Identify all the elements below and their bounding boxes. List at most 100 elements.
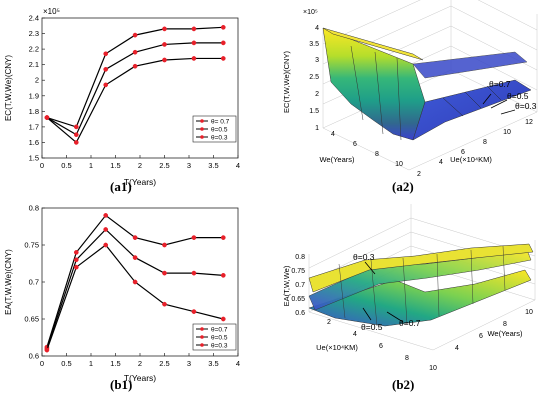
a1-data-point	[103, 66, 109, 72]
a1-series-line-0	[46, 26, 224, 128]
a1-data-point	[73, 124, 79, 130]
a2-y-tick-label: 2	[417, 171, 421, 178]
a1-legend-marker	[200, 127, 204, 131]
a1-exponent-label: ×10⁵	[43, 7, 60, 16]
a1-legend-label: θ= 0.7	[211, 118, 230, 125]
a2-z-tick-label: 4	[315, 25, 319, 32]
b1-legend-marker	[200, 327, 204, 331]
b2-y-tick-label: 6	[479, 333, 483, 340]
a2-annotations	[482, 93, 516, 115]
b2-x-tick-label: 4	[353, 331, 357, 338]
a2-x-tick-label: 10	[395, 161, 403, 168]
a1-y-axis-label: EC(T,W,We)(CNY)	[4, 55, 13, 121]
a1-data-point	[220, 24, 226, 30]
b1-data-point	[73, 264, 79, 270]
b1-x-tick-label: 0.5	[61, 359, 71, 368]
a1-data-point	[73, 140, 79, 145]
b2-annotation-theta-07: θ=0.7	[399, 318, 421, 328]
b1-y-tick-label: 0.6	[29, 352, 39, 361]
b1-x-tick-label: 2.5	[159, 359, 169, 368]
a1-x-tick-label: 0.5	[61, 161, 71, 170]
b2-y-tick-label: 8	[503, 321, 507, 328]
b1-data-point	[220, 272, 226, 278]
b1-x-axis-label: T(Years)	[124, 373, 156, 383]
a1-y-tick-label: 1.7	[29, 122, 39, 131]
a2-exponent-label: ×10⁵	[303, 9, 318, 16]
b1-data-point	[191, 309, 197, 314]
chart-a2: 1 1.5 2 2.5 3 3.5 4 4 6 8 10 2 4 6 8 10 12 ×10⁵ EC(T,W,W…	[282, 0, 538, 178]
b1-data-point	[103, 227, 109, 232]
b1-y-tick-label: 0.8	[29, 204, 39, 213]
a1-x-axis-label: T(Years)	[124, 177, 156, 187]
a1-data-point	[191, 26, 197, 32]
b1-data-point	[132, 279, 138, 285]
a2-surface	[322, 27, 532, 141]
b1-legend-label: θ=0.5	[211, 334, 228, 341]
b1-x-tick-label: 3	[187, 359, 191, 368]
a1-data-point	[162, 42, 167, 47]
b1-legend-marker	[200, 343, 204, 347]
a1-data-point	[191, 40, 197, 46]
a1-data-point	[44, 115, 50, 120]
a1-data-point	[220, 40, 226, 46]
b2-z-tick-label: 0.65	[291, 296, 305, 303]
a2-y-tick-label: 6	[461, 149, 465, 156]
b1-legend-marker	[200, 335, 204, 339]
a1-data-point	[132, 32, 138, 38]
b1-x-tick-label: 4	[236, 359, 240, 368]
a1-data-point	[162, 26, 167, 32]
a2-y-tick-label: 4	[439, 159, 443, 166]
a2-x-tick-label: 6	[353, 141, 357, 148]
a1-x-tick-label: 0	[40, 161, 44, 170]
a1-y-tick-label: 2.3	[29, 29, 39, 38]
b1-data-point	[73, 257, 79, 263]
a1-y-tick-label: 2.2	[29, 45, 39, 54]
b1-legend-label: θ=0.7	[211, 326, 228, 333]
a2-z-tick-label: 1	[315, 125, 319, 132]
b1-x-tick-label: 1	[89, 359, 93, 368]
b2-annotation-theta-05: θ=0.5	[361, 322, 383, 332]
b1-data-point	[132, 235, 138, 240]
a2-y-tick-label: 10	[503, 129, 511, 136]
a1-x-tick-label: 3.5	[208, 161, 218, 170]
b2-x-axis-label: Ue(×10⁴KM)	[316, 343, 358, 352]
a1-data-point	[132, 49, 138, 55]
b1-x-tick-label: 3.5	[208, 359, 218, 368]
a1-legend-label: θ=0.3	[211, 134, 228, 141]
b2-z-tick-label: 0.8	[295, 254, 305, 261]
a1-x-tick-label: 2.5	[159, 161, 169, 170]
b2-z-tick-label: 0.75	[291, 268, 305, 275]
a1-x-tick-label: 1.5	[110, 161, 120, 170]
a1-x-tick-label: 1	[89, 161, 93, 170]
a2-annotation-theta-05: θ=0.5	[507, 91, 529, 101]
a1-data-point	[220, 56, 226, 61]
a2-y-tick-label: 12	[525, 119, 533, 126]
caption-b1: (b1)	[110, 377, 133, 392]
b2-y-tick-label: 10	[525, 309, 533, 316]
a1-data-point	[103, 51, 109, 57]
b2-annotations	[362, 261, 404, 323]
a2-z-tick-label: 2.5	[309, 74, 319, 81]
b2-z-tick-label: 0.7	[295, 282, 305, 289]
a2-y-tick-label: 8	[483, 139, 487, 146]
a2-z-tick-label: 3.5	[309, 41, 319, 48]
b1-x-tick-label: 0	[40, 359, 44, 368]
caption-b2: (b2)	[392, 377, 415, 392]
a1-y-tick-label: 2.1	[29, 60, 39, 69]
a1-legend-marker	[200, 119, 204, 123]
b1-y-tick-label: 0.75	[24, 241, 39, 250]
b1-y-tick-label: 0.65	[24, 315, 39, 324]
a2-x-tick-label: 8	[375, 151, 379, 158]
b2-z-tick-label: 0.6	[295, 310, 305, 317]
a2-annotation-theta-03: θ=0.3	[515, 101, 537, 111]
a1-data-point	[191, 56, 197, 61]
a2-y-axis-label: Ue(×10⁴KM)	[450, 155, 492, 164]
chart-a1: 0 0.5 1 1.5 2 2.5 3 3.5 4 1.5 1.6 1.7 1.8 1.9 2 2.1 2.2 2…	[4, 7, 240, 187]
a1-data-point	[103, 82, 109, 88]
caption-a2: (a2)	[392, 179, 414, 194]
b1-legend: θ=0.7θ=0.5θ=0.3	[192, 323, 237, 351]
b1-data-point	[220, 235, 226, 240]
a1-y-tick-label: 2.4	[29, 14, 39, 23]
a2-x-axis-label: We(Years)	[319, 155, 355, 164]
